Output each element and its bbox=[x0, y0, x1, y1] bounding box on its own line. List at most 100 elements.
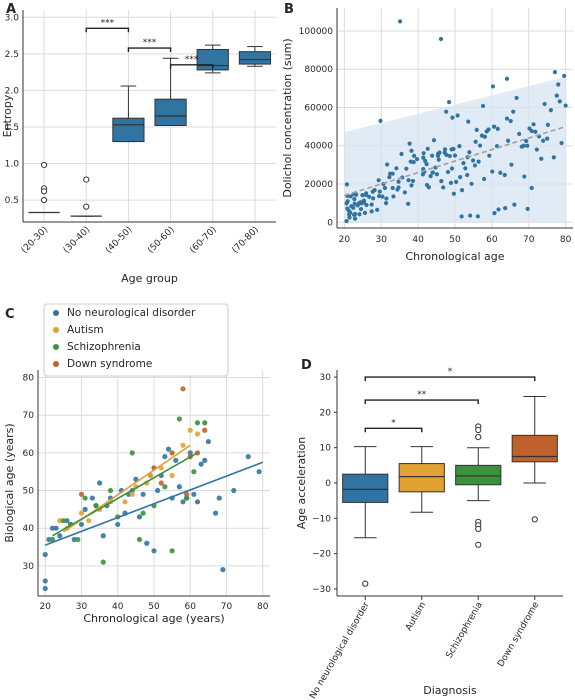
y-tick-label: 0 bbox=[327, 218, 333, 228]
panel-c: 30 40 50 60 70 80 20 30 40 50 60 70 80 No neurologica… bbox=[3, 303, 270, 625]
x-tick-label: Schizophrenia bbox=[445, 601, 485, 661]
panel-letter-a: A bbox=[6, 2, 16, 17]
x-tick-label: 40 bbox=[112, 602, 124, 612]
data-point bbox=[376, 178, 381, 183]
data-point bbox=[556, 82, 561, 87]
data-point bbox=[451, 146, 456, 152]
data-point bbox=[425, 146, 430, 151]
y-tick-label: −30 bbox=[312, 585, 331, 595]
data-point bbox=[89, 495, 95, 501]
x-tick-label: 60 bbox=[185, 602, 197, 612]
data-point bbox=[344, 219, 349, 224]
data-point bbox=[423, 158, 428, 163]
legend-marker bbox=[53, 344, 59, 350]
data-point bbox=[180, 442, 186, 448]
y-tick-label: 50 bbox=[23, 487, 35, 497]
data-point bbox=[490, 169, 495, 174]
legend-label: Autism bbox=[67, 324, 104, 336]
y-tick-label: 60 bbox=[23, 449, 35, 459]
data-point bbox=[525, 206, 530, 211]
data-point bbox=[444, 109, 449, 114]
data-point bbox=[475, 214, 480, 219]
x-axis-label: Age group bbox=[121, 272, 178, 285]
data-point bbox=[366, 194, 372, 199]
data-point bbox=[42, 585, 48, 592]
data-point bbox=[436, 157, 441, 162]
data-point bbox=[524, 138, 529, 144]
y-tick-label: 30 bbox=[320, 373, 332, 383]
data-point bbox=[491, 124, 497, 129]
data-point bbox=[371, 196, 376, 201]
data-point bbox=[136, 536, 143, 543]
data-point bbox=[396, 185, 401, 190]
x-tick-label: 40 bbox=[412, 235, 424, 245]
data-point bbox=[352, 211, 358, 217]
data-point bbox=[394, 166, 399, 171]
y-tick-label: 70 bbox=[23, 411, 35, 421]
y-tick-label: 1.5 bbox=[5, 123, 19, 133]
data-point bbox=[53, 525, 59, 531]
x-tick-label: (20-30) bbox=[20, 225, 51, 256]
data-point bbox=[180, 499, 186, 505]
significance-bracket bbox=[364, 399, 479, 405]
data-point bbox=[441, 185, 446, 190]
data-point bbox=[454, 179, 459, 184]
data-point bbox=[155, 487, 161, 494]
data-point bbox=[158, 480, 164, 486]
data-point bbox=[402, 190, 407, 195]
significance-label: *** bbox=[101, 18, 115, 28]
series-0 bbox=[42, 438, 262, 592]
data-point bbox=[426, 185, 431, 190]
data-point bbox=[411, 160, 416, 165]
legend-label: Schizophrenia bbox=[67, 341, 141, 353]
data-point bbox=[452, 153, 458, 158]
data-point bbox=[438, 36, 444, 42]
series-1 bbox=[57, 427, 201, 531]
legend-marker bbox=[53, 327, 59, 333]
data-point bbox=[442, 147, 448, 152]
trend-line bbox=[44, 461, 264, 546]
data-point bbox=[459, 188, 465, 193]
data-point bbox=[220, 567, 226, 573]
data-point bbox=[448, 180, 454, 185]
data-point bbox=[363, 192, 368, 198]
significance-label: * bbox=[448, 367, 453, 377]
data-point bbox=[202, 420, 208, 426]
data-point bbox=[383, 201, 389, 206]
x-tick-label: 70 bbox=[523, 235, 535, 245]
data-point bbox=[369, 202, 374, 207]
data-point bbox=[545, 136, 550, 141]
data-point bbox=[391, 194, 396, 199]
data-point bbox=[473, 139, 478, 144]
box-0 bbox=[342, 446, 389, 587]
box-3 bbox=[154, 57, 187, 127]
data-point bbox=[399, 151, 404, 157]
data-point bbox=[450, 115, 455, 120]
outlier-point bbox=[40, 188, 48, 195]
data-point bbox=[529, 185, 534, 191]
data-point bbox=[136, 514, 143, 520]
data-point bbox=[347, 215, 352, 220]
data-point bbox=[498, 170, 503, 175]
legend-label: Down syndrome bbox=[67, 358, 152, 370]
data-point bbox=[86, 518, 92, 524]
y-tick-label: 60000 bbox=[304, 103, 333, 113]
significance-label: ** bbox=[417, 390, 427, 400]
y-tick-label: 20000 bbox=[304, 180, 333, 190]
data-point bbox=[169, 472, 175, 479]
data-point bbox=[466, 119, 471, 124]
data-point bbox=[129, 491, 135, 497]
outlier-point bbox=[83, 203, 90, 210]
x-tick-label: (50-60) bbox=[146, 225, 177, 256]
data-point bbox=[358, 206, 364, 212]
outlier-point bbox=[40, 196, 48, 204]
significance-label: *** bbox=[185, 55, 199, 65]
data-point bbox=[557, 99, 562, 104]
data-point bbox=[348, 194, 353, 199]
data-point bbox=[409, 148, 414, 153]
data-point bbox=[467, 150, 472, 155]
data-point bbox=[397, 19, 403, 24]
y-tick-label: 10 bbox=[320, 444, 332, 454]
panel-letter-d: D bbox=[301, 358, 312, 373]
data-point bbox=[93, 503, 99, 509]
